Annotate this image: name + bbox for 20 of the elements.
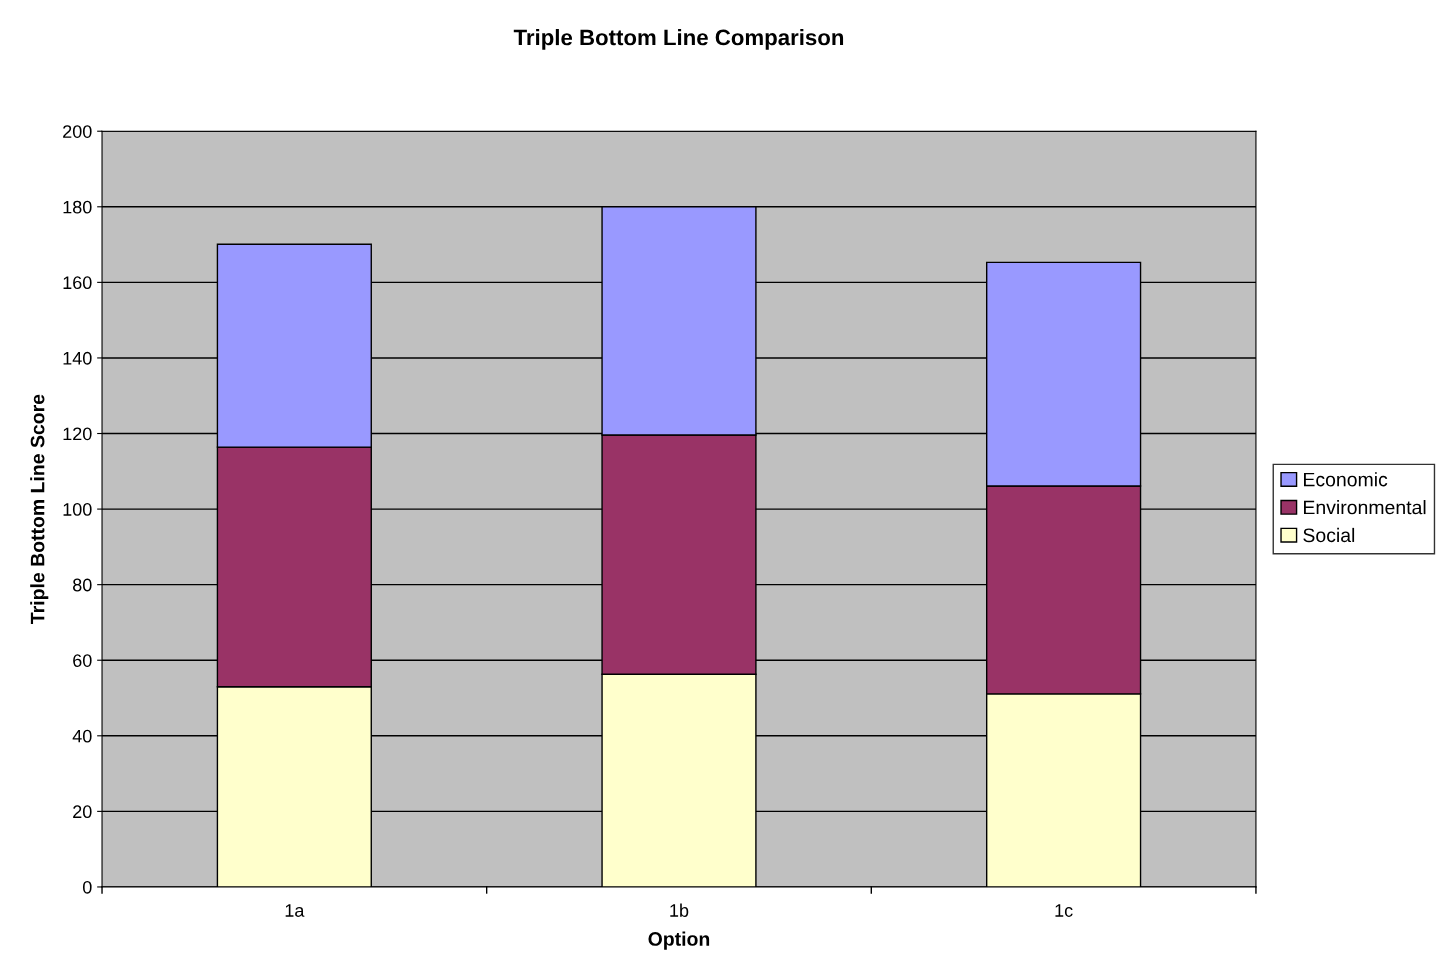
- y-tick-label: 140: [63, 351, 92, 365]
- y-tick-label: 200: [63, 125, 92, 138]
- x-tick-label: 1c: [1055, 904, 1073, 917]
- x-axis-title: Option: [648, 931, 710, 950]
- chart-title: Triple Bottom Line Comparison: [513, 29, 844, 50]
- y-axis-title: Triple Bottom Line Score: [30, 394, 49, 624]
- x-tick-label: 1a: [285, 904, 305, 917]
- y-tick-label: 40: [72, 729, 92, 743]
- y-tick-label: 160: [63, 276, 92, 290]
- y-tick-label: 60: [73, 654, 92, 667]
- x-tick-label: 1b: [670, 903, 689, 917]
- legend-label: Social: [1303, 527, 1355, 543]
- y-tick-label: 0: [82, 880, 92, 894]
- y-tick-label: 80: [73, 578, 92, 592]
- legend-label: Environmental: [1304, 500, 1426, 515]
- y-tick-label: 20: [73, 805, 92, 819]
- y-tick-label: 100: [63, 503, 92, 516]
- y-tick-label: 180: [63, 200, 92, 214]
- y-tick-label: 120: [63, 427, 92, 441]
- legend-label: Economic: [1304, 472, 1388, 487]
